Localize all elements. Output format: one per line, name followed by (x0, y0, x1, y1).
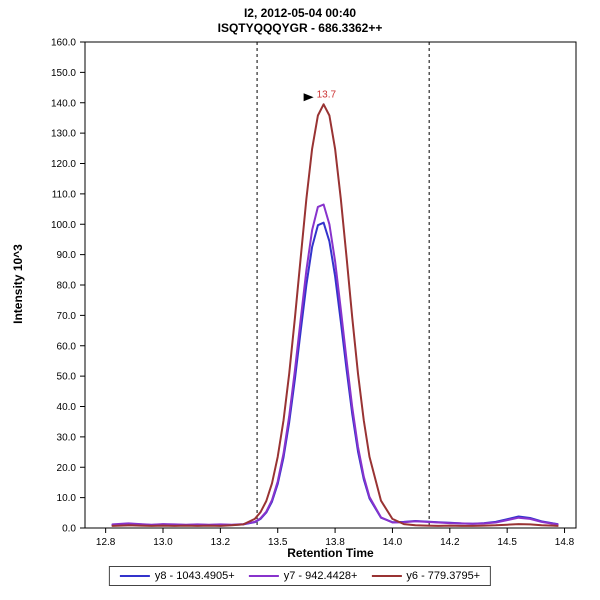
peak-arrow-marker (303, 93, 314, 102)
y-tick-label: 100.0 (51, 220, 76, 231)
x-tick-label: 14.2 (440, 537, 460, 548)
x-axis-title: Retention Time (287, 546, 374, 560)
y-tick-label: 120.0 (51, 159, 76, 170)
y-tick-label: 40.0 (57, 402, 77, 413)
y-tick-label: 150.0 (51, 68, 76, 79)
y-tick-label: 70.0 (57, 311, 77, 322)
legend: y8 - 1043.4905+ y7 - 942.4428+ y6 - 779.37… (108, 566, 492, 586)
x-tick-label: 14.5 (497, 537, 517, 548)
y-tick-label: 30.0 (57, 432, 77, 443)
legend-item: y6 - 779.3795+ (371, 570, 480, 582)
legend-item: y7 - 942.4428+ (248, 570, 358, 582)
x-tick-label: 13.8 (325, 537, 345, 548)
y-tick-label: 160.0 (51, 38, 76, 49)
y-tick-label: 80.0 (57, 281, 77, 292)
chromatogram-trace (111, 103, 559, 527)
y-tick-label: 60.0 (57, 341, 77, 352)
series-color-line (371, 575, 402, 577)
x-tick-label: 13.5 (268, 537, 288, 548)
legend-item: y8 - 1043.4905+ (119, 570, 235, 582)
x-tick-label: 12.8 (96, 537, 116, 548)
series-color-line (248, 575, 279, 577)
x-tick-label: 14.8 (555, 537, 575, 548)
y-tick-label: 10.0 (57, 493, 77, 504)
y-tick-label: 20.0 (57, 463, 77, 474)
series-label: y7 - 942.4428+ (283, 570, 358, 582)
x-tick-label: 13.2 (211, 537, 231, 548)
chromatogram-trace (111, 203, 559, 526)
y-tick-label: 140.0 (51, 98, 76, 109)
y-tick-label: 90.0 (57, 250, 77, 261)
y-tick-label: 110.0 (52, 189, 77, 200)
plot-border (84, 41, 577, 529)
series-color-line (119, 575, 150, 577)
peak-retention-time-label: 13.7 (317, 89, 337, 100)
series-label: y6 - 779.3795+ (406, 570, 481, 582)
x-tick-label: 14.0 (383, 537, 403, 548)
x-tick-label: 13.0 (153, 537, 173, 548)
y-tick-label: 130.0 (51, 129, 76, 140)
y-tick-label: 0.0 (62, 524, 76, 535)
y-tick-label: 50.0 (57, 372, 77, 383)
chart-title: I2, 2012-05-04 00:40 (243, 6, 357, 20)
chart-subtitle: ISQTYQQQYGR - 686.3362++ (217, 21, 383, 35)
series-label: y8 - 1043.4905+ (154, 570, 235, 582)
